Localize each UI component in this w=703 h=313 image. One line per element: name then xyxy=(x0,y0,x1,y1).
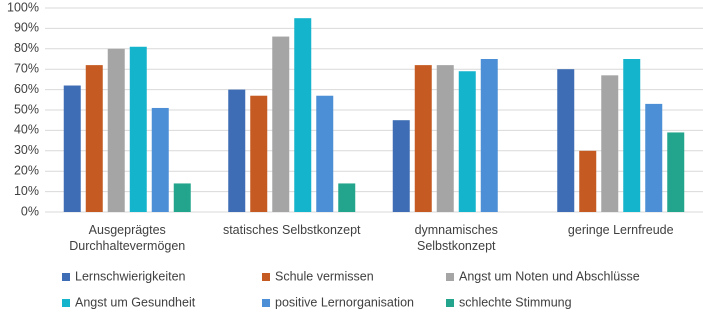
bar xyxy=(667,132,685,212)
bar xyxy=(414,65,432,213)
legend-swatch xyxy=(446,273,454,281)
bar xyxy=(557,69,575,212)
legend-label: positive Lernorganisation xyxy=(275,295,414,309)
y-tick-label: 100% xyxy=(7,0,39,14)
legend-swatch xyxy=(262,299,270,307)
x-tick-label: dymnamisches Selbstkonzept xyxy=(414,223,498,253)
bar xyxy=(601,75,619,212)
bar xyxy=(151,107,169,212)
x-tick-label: Ausgeprägtes Durchhaltevermögen xyxy=(69,223,186,253)
y-tick-label: 10% xyxy=(14,184,39,198)
bar xyxy=(129,46,147,213)
y-tick-label: 30% xyxy=(14,143,39,157)
legend-swatch xyxy=(262,273,270,281)
x-tick-label: geringe Lernfreude xyxy=(567,223,674,237)
legend-label: Angst um Noten und Abschlüsse xyxy=(459,269,640,283)
legend-swatch xyxy=(62,273,70,281)
legend-label: Angst um Gesundheit xyxy=(75,295,196,309)
bar xyxy=(645,103,663,212)
bar xyxy=(294,18,312,213)
bar xyxy=(316,95,334,212)
bar xyxy=(480,59,498,212)
bar xyxy=(392,120,410,212)
bar xyxy=(107,48,125,212)
bar xyxy=(338,183,356,212)
y-tick-label: 40% xyxy=(14,123,39,137)
legend-label: Schule vermissen xyxy=(275,269,374,283)
bar xyxy=(579,150,597,212)
y-tick-label: 50% xyxy=(14,102,39,116)
y-tick-label: 80% xyxy=(14,41,39,55)
legend-swatch xyxy=(446,299,454,307)
legend-label: schlechte Stimmung xyxy=(459,295,572,309)
bar xyxy=(173,183,191,212)
bar xyxy=(250,95,268,212)
bar xyxy=(228,89,246,212)
y-tick-label: 90% xyxy=(14,21,39,35)
bar xyxy=(63,85,81,212)
legend-label: Lernschwierigkeiten xyxy=(75,269,186,283)
bar xyxy=(436,65,454,213)
y-tick-label: 20% xyxy=(14,163,39,177)
x-tick-label: statisches Selbstkonzept xyxy=(222,223,361,237)
bar xyxy=(458,71,476,213)
y-tick-label: 0% xyxy=(21,204,39,218)
bar xyxy=(272,36,290,213)
y-tick-label: 70% xyxy=(14,61,39,75)
y-tick-label: 60% xyxy=(14,82,39,96)
legend-swatch xyxy=(62,299,70,307)
bar xyxy=(85,65,103,213)
bar xyxy=(623,59,641,212)
